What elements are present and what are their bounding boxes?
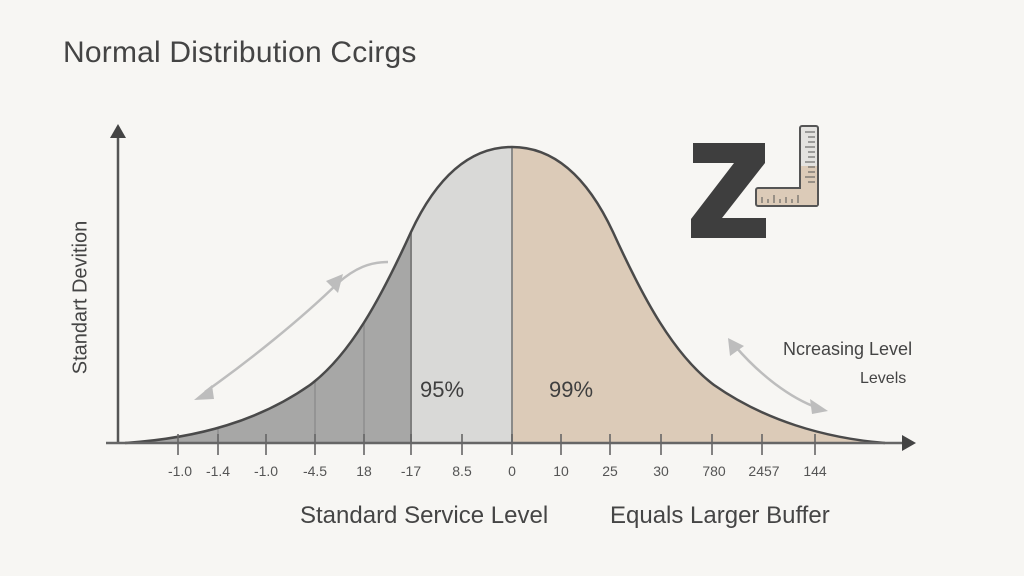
tick-label: 10 [553,463,569,479]
chart-title: Normal Distribution Ccirgs [63,36,417,69]
tick-label: 30 [653,463,669,479]
tick-label: -1.0 [253,463,279,479]
y-axis-arrow-icon [110,124,126,138]
tick-label: 18 [356,463,372,479]
x-axis-arrow-icon [902,435,916,451]
tick-label: 8.5 [452,463,472,479]
tick-label: 25 [602,463,618,479]
x-axis-ticks [177,434,816,455]
left-double-arrow-icon [204,260,389,394]
tick-label: -17 [400,463,422,479]
percent-label-99: 99% [549,377,594,402]
tick-label: 144 [803,463,827,479]
tick-label: -4.5 [302,463,328,479]
region-left-tail [125,147,411,443]
tick-label: 780 [702,463,726,479]
y-axis-label: Standart Devition [69,220,92,375]
tick-label: -1.0 [167,463,193,479]
annotation-line-1: Ncreasing Level [783,339,913,359]
tick-label: 0 [508,463,516,479]
bell-curve [124,145,886,445]
z-score-ruler-icon [691,125,819,238]
right-double-arrow-icon [734,345,819,410]
bottom-label-right: Equals Larger Buffer [610,502,830,529]
annotation-line-2: Levels [860,370,907,387]
tick-label: 2457 [748,463,780,479]
percent-label-95: 95% [420,377,465,402]
bottom-label-left: Standard Service Level [300,502,549,529]
tick-label: -1.4 [205,463,231,479]
shaded-regions [125,147,885,443]
